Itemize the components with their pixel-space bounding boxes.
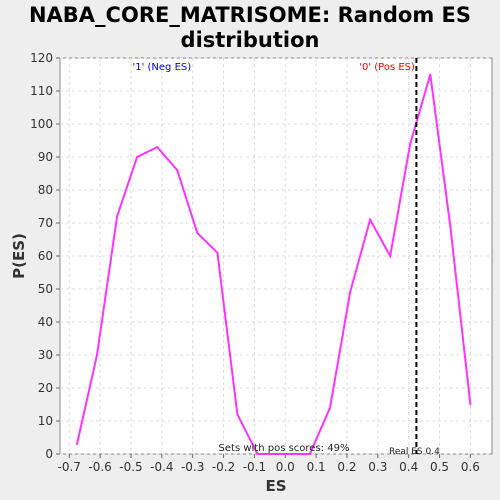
data-point [216,251,219,254]
y-tick-label: 80 [38,183,53,197]
data-point [236,413,239,416]
y-tick-label: 20 [38,381,53,395]
data-point [349,291,352,294]
data-point [75,443,78,446]
chart-title-line-1: NABA_CORE_MATRISOME: Random ES [29,3,471,27]
data-point [176,169,179,172]
x-tick-label: -0.7 [58,460,81,474]
neg-es-annotation: '1' (Neg ES) [132,62,191,73]
pos-es-annotation: '0' (Pos ES) [359,62,415,73]
x-tick-label: -0.3 [181,460,204,474]
y-tick-label: 10 [38,414,53,428]
x-tick-label: 0.3 [368,460,387,474]
x-tick-label: 0.5 [430,460,449,474]
data-point [96,354,99,356]
grid [60,57,492,455]
x-tick-label: 0.2 [337,460,356,474]
data-point [409,142,412,145]
x-tick-label: 0.6 [461,460,480,474]
y-tick-label: 60 [38,249,53,263]
y-tick-label: 40 [38,315,53,329]
x-tick-label: -0.5 [119,460,142,474]
x-tick-label: -0.6 [88,460,111,474]
y-tick-label: 0 [45,447,53,461]
data-point [329,406,331,409]
x-tick-label: -0.1 [243,460,266,474]
pos-scores-annotation: Sets with pos scores: 49% [219,443,350,454]
y-tick-label: 100 [30,117,53,131]
data-point [429,73,432,76]
data-point [369,218,372,221]
chart-title-line-2: distribution [181,28,320,52]
data-point [256,453,259,455]
x-tick-label: 0.1 [307,460,326,474]
x-tick-label: 0.4 [399,460,418,474]
ticks: -0.7 -0.6 -0.5 -0.4 -0.3 -0.2 -0.1 0.0 0.1 0.2 0.3… [30,51,480,474]
x-axis-label: ES [265,477,286,495]
data-point [296,453,299,455]
data-point [469,403,472,406]
data-point [136,156,139,158]
y-tick-label: 120 [30,51,53,65]
data-point [276,453,279,455]
y-tick-label: 50 [38,282,53,296]
y-tick-label: 90 [38,150,53,164]
data-point [116,215,119,218]
real-es-label: Real ES 0.4 [389,447,440,457]
data-point [196,231,199,234]
x-tick-label: -0.4 [150,460,173,474]
data-point [308,453,311,455]
data-point [389,255,392,257]
y-tick-label: 110 [30,84,53,98]
data-point [156,146,159,149]
data-point [449,225,452,228]
y-tick-label: 70 [38,216,53,230]
x-tick-label: 0.0 [276,460,295,474]
y-tick-label: 30 [38,348,53,362]
x-tick-label: -0.2 [212,460,235,474]
y-axis-label: P(ES) [10,233,28,279]
series-layer [75,73,472,455]
